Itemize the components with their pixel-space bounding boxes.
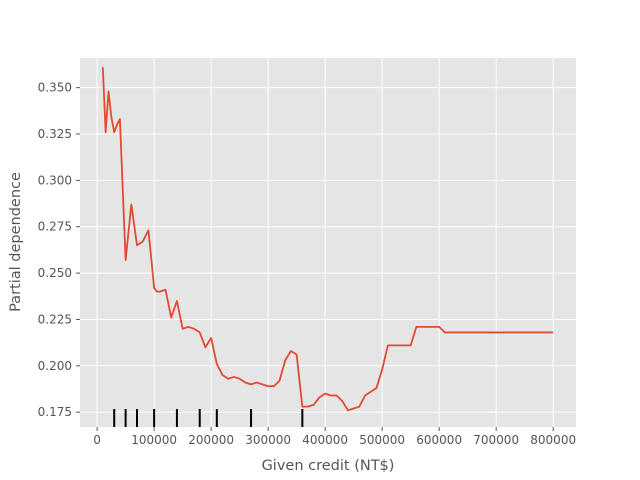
x-tick-label: 200000 — [188, 433, 234, 447]
x-tick-label: 100000 — [131, 433, 177, 447]
y-tick-label: 0.325 — [38, 127, 72, 141]
y-tick-label: 0.275 — [38, 220, 72, 234]
y-tick-label: 0.250 — [38, 266, 72, 280]
y-tick-label: 0.175 — [38, 405, 72, 419]
rug-marks — [113, 409, 304, 427]
y-axis-ticks: 0.175 0.200 0.225 0.250 0.275 0.300 0.325 0.350 — [38, 81, 80, 419]
y-axis-label: Partial dependence — [8, 172, 24, 312]
x-tick-label: 500000 — [359, 433, 405, 447]
y-tick-label: 0.225 — [38, 312, 72, 326]
x-axis-label: Given credit (NT$) — [262, 458, 395, 474]
y-tick-label: 0.350 — [38, 81, 72, 95]
grid-lines — [80, 58, 576, 427]
y-tick-label: 0.200 — [38, 359, 72, 373]
y-tick-label: 0.300 — [38, 173, 72, 187]
x-axis-ticks: 0 100000 200000 300000 400000 500000 600000 700… — [93, 427, 576, 447]
x-tick-label: 800000 — [530, 433, 576, 447]
partial-dependence-line — [101, 67, 554, 412]
x-tick-label: 600000 — [416, 433, 462, 447]
x-tick-label: 400000 — [302, 433, 348, 447]
x-tick-label: 700000 — [473, 433, 519, 447]
x-tick-label: 0 — [93, 433, 101, 447]
x-tick-label: 300000 — [245, 433, 291, 447]
